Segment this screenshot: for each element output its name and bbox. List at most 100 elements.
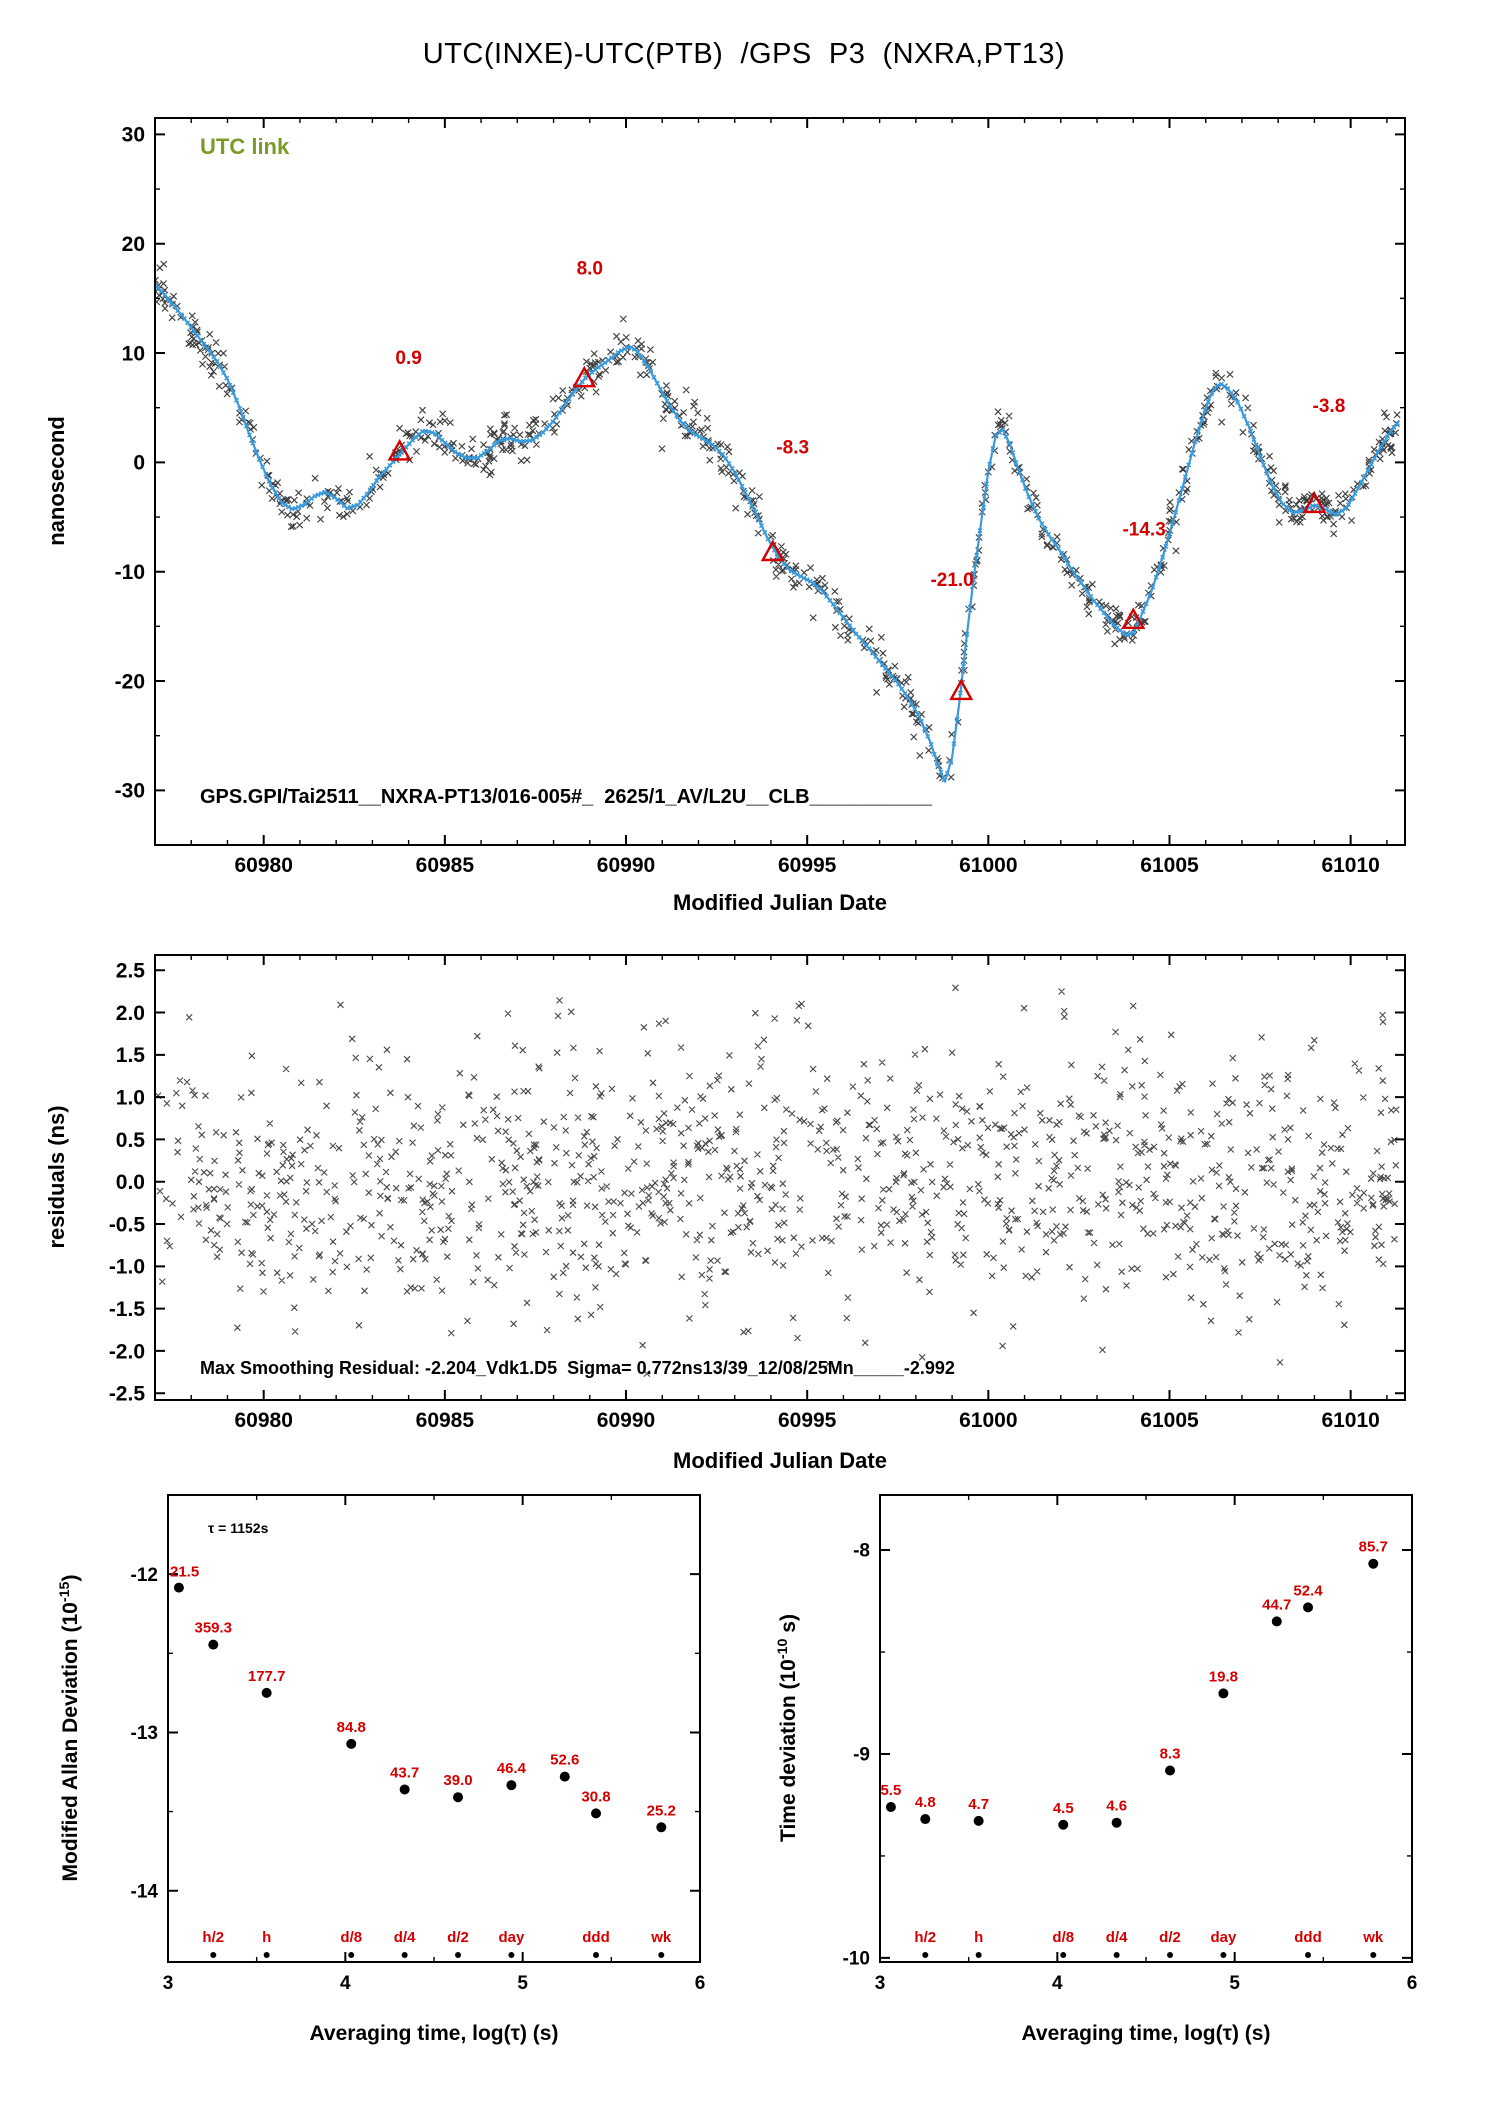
- residuals-y-tick-label: -2.0: [109, 1340, 145, 1363]
- residuals-x-axis-title: Modified Julian Date: [673, 1448, 887, 1473]
- tdev-data-point: [885, 1802, 896, 1813]
- mdev-y-tick-label: -13: [131, 1723, 158, 1744]
- mdev-point-label: 359.3: [194, 1620, 232, 1637]
- tdev-point-label: 4.5: [1053, 1800, 1074, 1817]
- mdev-point-label: 21.5: [170, 1564, 199, 1581]
- tau-tick-label: d/2: [1159, 1929, 1181, 1946]
- mdev-major-ticks: [167, 1495, 701, 1962]
- residuals-y-tick-label: 0.5: [116, 1129, 146, 1152]
- residuals-annotation: Max Smoothing Residual: -2.204_Vdk1.D5 S…: [200, 1358, 955, 1378]
- tdev-panel: 3 4 5 6 -8 -9 -10 h/2 h d/8 d/4 d/2 day ddd wk 5.5 4.8 4.…: [843, 1494, 1417, 1994]
- tdev-point-label: 5.5: [880, 1782, 901, 1799]
- flag-triangle-icon: [572, 365, 597, 388]
- mdev-data-point: [261, 1687, 272, 1698]
- tau-tick-dot: [455, 1952, 462, 1958]
- residuals-minor-ticks: [190, 955, 1388, 1400]
- tau-tick-dot: [263, 1952, 270, 1958]
- mdev-data-point: [399, 1784, 410, 1795]
- tau-tick-label: ddd: [582, 1929, 610, 1946]
- residuals-x-tick-label: 61000: [959, 1409, 1017, 1432]
- phase-y-tick-label: 10: [122, 342, 145, 365]
- tdev-y-axis-title: Time deviation (10-10 s): [775, 1614, 801, 1842]
- tdev-data-point: [1111, 1817, 1122, 1828]
- phase-minor-ticks: [155, 118, 1405, 845]
- phase-x-axis-title: Modified Julian Date: [673, 890, 887, 915]
- tdev-data-point: [920, 1814, 931, 1825]
- phase-y-tick-label: 30: [122, 124, 145, 147]
- ylabel-text: ): [59, 1574, 82, 1582]
- ylabel-text: Time deviation (10: [777, 1659, 800, 1842]
- flag-triangle-icon: [1302, 491, 1327, 514]
- residuals-x-tick-label: 61005: [1140, 1409, 1199, 1432]
- tdev-x-tick-label: 5: [1229, 1973, 1240, 1994]
- tdev-data-point: [1303, 1602, 1314, 1613]
- tau-tick-dot: [922, 1952, 929, 1958]
- phase-y-tick-label: 20: [122, 233, 145, 256]
- tdev-x-tick-label: 3: [875, 1973, 886, 1994]
- tdev-data-point: [1165, 1765, 1176, 1776]
- residuals-x-tick-label: 61010: [1321, 1409, 1379, 1432]
- mdev-point-label: 46.4: [497, 1760, 527, 1777]
- tau-tick-label: d/2: [447, 1929, 469, 1946]
- residuals-y-tick-label: 2.0: [116, 1002, 145, 1025]
- mdev-data-point: [591, 1808, 602, 1819]
- mdev-data-point: [559, 1771, 570, 1782]
- tdev-data-point: [1218, 1688, 1229, 1699]
- phase-x-tick-label: 60990: [597, 854, 655, 877]
- tau-tick-dot: [401, 1952, 408, 1958]
- phase-y-tick-label: 0: [133, 452, 145, 475]
- tau-tick-dot: [1370, 1952, 1377, 1958]
- mdev-x-tick-label: 6: [695, 1973, 706, 1994]
- tdev-major-ticks: [879, 1495, 1413, 1962]
- page-title: UTC(INXE)-UTC(PTB) /GPS P3 (NXRA,PT13): [422, 38, 1066, 70]
- tau-tick-dot: [1167, 1952, 1174, 1958]
- tdev-data-point: [1271, 1616, 1282, 1627]
- tau-tick-dot: [508, 1952, 515, 1958]
- mdev-point-label: 177.7: [248, 1668, 286, 1685]
- residuals-y-tick-label: -2.5: [109, 1383, 146, 1406]
- tau-tick-label: d/8: [340, 1929, 362, 1946]
- tau-tick-dot: [593, 1952, 600, 1958]
- tdev-data-point: [1368, 1558, 1379, 1569]
- tau-tick-dot: [975, 1952, 982, 1958]
- tau-tick-label: h: [974, 1929, 983, 1946]
- tau-tick-dot: [1305, 1952, 1312, 1958]
- mdev-panel: 3 4 5 6 -12 -13 -14 h/2 h d/8 d/4 d/2 day ddd wk 21.5 35…: [131, 1494, 706, 1994]
- tau-tick-label: d/4: [394, 1929, 416, 1946]
- residuals-scatter-points: [156, 984, 1400, 1377]
- tdev-y-tick-label: -10: [843, 1949, 870, 1970]
- mdev-x-axis-title: Averaging time, log(τ) (s): [309, 2022, 559, 2045]
- tau-tick-dot: [1220, 1952, 1227, 1958]
- phase-y-tick-label: -30: [115, 780, 145, 803]
- phase-y-tick-label: -20: [115, 670, 145, 693]
- residuals-major-ticks: [155, 955, 1405, 1400]
- residuals-y-tick-label: 2.5: [116, 960, 146, 983]
- residuals-y-tick-label: -0.5: [109, 1213, 146, 1236]
- phase-x-tick-label: 61010: [1321, 854, 1379, 877]
- tdev-x-tick-label: 4: [1052, 1973, 1063, 1994]
- flag-triangle-icon: [760, 539, 785, 562]
- residuals-x-tick-label: 60990: [597, 1409, 655, 1432]
- phase-x-tick-label: 61005: [1140, 854, 1199, 877]
- residuals-y-tick-label: -1.5: [109, 1298, 146, 1321]
- mdev-plot-frame: [167, 1494, 701, 1963]
- mdev-point-label: 52.6: [550, 1752, 579, 1769]
- tau-tick-dot: [210, 1952, 217, 1958]
- tdev-minor-ticks: [880, 1495, 1412, 1962]
- tdev-y-tick-label: -8: [853, 1541, 870, 1562]
- mdev-x-tick-label: 5: [517, 1973, 528, 1994]
- utc-link-label: UTC link: [200, 134, 290, 159]
- tau-tick-label: h/2: [914, 1929, 936, 1946]
- flag-value-label: 8.0: [577, 258, 603, 279]
- tdev-point-label: 44.7: [1262, 1596, 1291, 1613]
- flag-value-label: 0.9: [395, 348, 421, 369]
- ylabel-text: Modified Allan Deviation (10: [59, 1602, 82, 1882]
- tau-tick-label: d/8: [1052, 1929, 1074, 1946]
- ylabel-exponent: -15: [57, 1581, 73, 1603]
- flag-triangle-icon: [387, 438, 412, 461]
- mdev-y-tick-label: -12: [131, 1565, 158, 1586]
- residuals-y-axis-title: residuals (ns): [44, 1105, 69, 1249]
- phase-panel: 60980 60985 60990 60995 61000 61005 61010 30 20 1…: [115, 117, 1406, 877]
- mdev-data-point: [453, 1792, 464, 1803]
